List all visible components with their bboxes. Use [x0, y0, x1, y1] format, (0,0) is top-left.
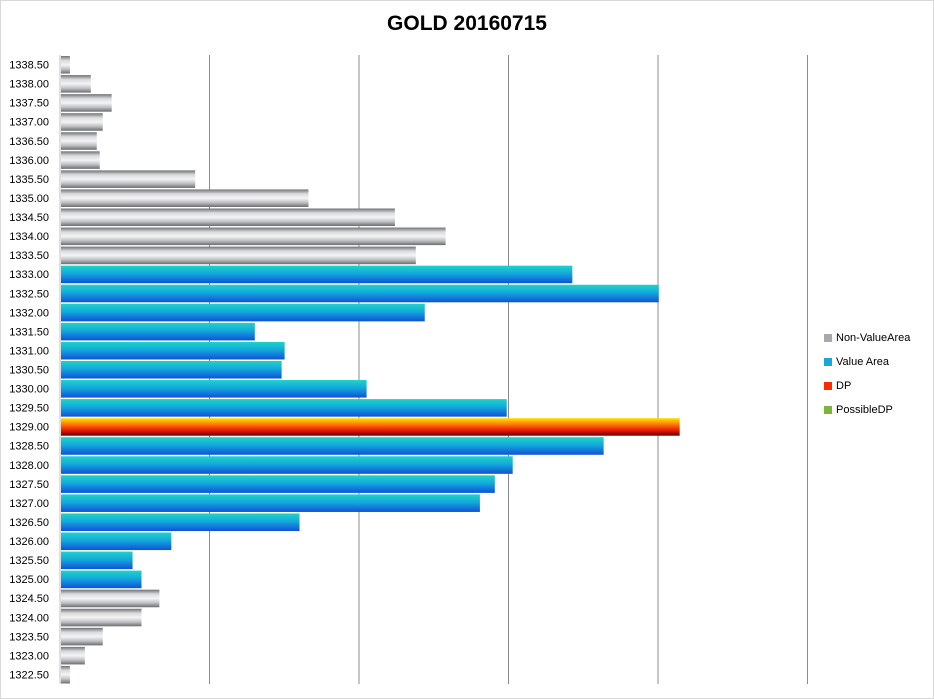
- tick-label-1337.00: 1337.00: [9, 117, 49, 129]
- bar-1328.00: [61, 456, 513, 474]
- tick-label-1323.50: 1323.50: [9, 631, 49, 643]
- tick-label-1323.00: 1323.00: [9, 650, 49, 662]
- tick-label-1322.50: 1322.50: [9, 669, 49, 681]
- tick-label-1332.50: 1332.50: [9, 288, 49, 300]
- bar-1323.00: [61, 646, 85, 665]
- tick-label-1333.50: 1333.50: [9, 250, 49, 262]
- legend-swatch: [824, 406, 832, 414]
- bar-1327.00: [61, 494, 480, 512]
- legend-item-Possible: PossibleDP: [824, 398, 910, 422]
- bars: [61, 56, 680, 684]
- bar-1336.00: [61, 151, 100, 169]
- bar-1324.00: [61, 608, 142, 627]
- bar-1325.50: [61, 551, 133, 570]
- tick-label-1324.00: 1324.00: [9, 612, 49, 624]
- tick-label-1335.50: 1335.50: [9, 174, 49, 186]
- tick-label-1336.50: 1336.50: [9, 136, 49, 148]
- tick-label-1336.00: 1336.00: [9, 155, 49, 167]
- bar-1331.50: [61, 322, 255, 341]
- legend-item-NonValue: Non-ValueArea: [824, 326, 910, 350]
- bar-1326.50: [61, 513, 300, 532]
- legend-swatch: [824, 358, 832, 366]
- bar-1326.00: [61, 532, 172, 551]
- bar-1328.50: [61, 437, 604, 455]
- bar-1334.00: [61, 227, 446, 246]
- legend: Non-ValueArea Value Area DP PossibleDP: [824, 326, 910, 422]
- tick-label-1334.00: 1334.00: [9, 231, 49, 243]
- bar-1337.00: [61, 113, 103, 131]
- tick-label-1330.50: 1330.50: [9, 365, 49, 377]
- legend-label: Non-ValueArea: [836, 332, 911, 344]
- bar-1338.00: [61, 75, 91, 93]
- category-labels: 1338.50 1338.00 1337.50 1337.00 1336.50 1336.…: [9, 60, 49, 682]
- bar-1332.50: [61, 284, 659, 303]
- gridlines: [59, 55, 808, 684]
- tick-label-1330.00: 1330.00: [9, 384, 49, 396]
- bar-1335.00: [61, 189, 309, 207]
- tick-label-1331.50: 1331.50: [9, 326, 49, 338]
- tick-label-1332.00: 1332.00: [9, 307, 49, 319]
- bar-1324.50: [61, 589, 160, 608]
- tick-label-1338.00: 1338.00: [9, 79, 49, 91]
- legend-label: PossibleDP: [836, 404, 893, 416]
- tick-label-1338.50: 1338.50: [9, 60, 49, 72]
- tick-label-1325.50: 1325.50: [9, 555, 49, 567]
- legend-swatch: [824, 334, 832, 342]
- legend-item-Value: Value Area: [824, 350, 910, 374]
- bar-1333.50: [61, 246, 416, 265]
- legend-label: Value Area: [836, 356, 890, 368]
- tick-label-1328.50: 1328.50: [9, 441, 49, 453]
- tick-label-1329.00: 1329.00: [9, 422, 49, 434]
- bar-1327.50: [61, 475, 495, 493]
- bar-1334.50: [61, 208, 395, 227]
- tick-label-1324.50: 1324.50: [9, 593, 49, 605]
- bar-1338.50: [61, 56, 70, 74]
- bar-1329.00: [61, 418, 680, 436]
- tick-label-1333.00: 1333.00: [9, 269, 49, 281]
- bar-1330.50: [61, 360, 282, 379]
- tick-label-1325.00: 1325.00: [9, 574, 49, 586]
- bar-1322.50: [61, 665, 70, 684]
- legend-swatch: [824, 382, 832, 390]
- tick-label-1327.00: 1327.00: [9, 498, 49, 510]
- legend-item-DP: DP: [824, 374, 910, 398]
- tick-label-1331.00: 1331.00: [9, 345, 49, 357]
- chart-title: GOLD 20160715: [387, 12, 547, 35]
- tick-label-1335.00: 1335.00: [9, 193, 49, 205]
- bar-1331.00: [61, 341, 285, 360]
- tick-label-1329.50: 1329.50: [9, 403, 49, 415]
- bar-1325.00: [61, 570, 142, 589]
- bar-1333.00: [61, 265, 573, 284]
- tick-label-1326.00: 1326.00: [9, 536, 49, 548]
- bar-1329.50: [61, 399, 507, 417]
- tick-label-1327.50: 1327.50: [9, 479, 49, 491]
- tick-label-1326.50: 1326.50: [9, 517, 49, 529]
- bar-1323.50: [61, 627, 103, 646]
- bar-1336.50: [61, 132, 97, 150]
- bar-1335.50: [61, 170, 196, 188]
- tick-label-1337.50: 1337.50: [9, 98, 49, 110]
- bar-1332.00: [61, 303, 425, 322]
- bar-1337.50: [61, 94, 112, 112]
- tick-label-1328.00: 1328.00: [9, 460, 49, 472]
- tick-label-1334.50: 1334.50: [9, 212, 49, 224]
- legend-label: DP: [836, 380, 852, 392]
- bar-1330.00: [61, 380, 367, 398]
